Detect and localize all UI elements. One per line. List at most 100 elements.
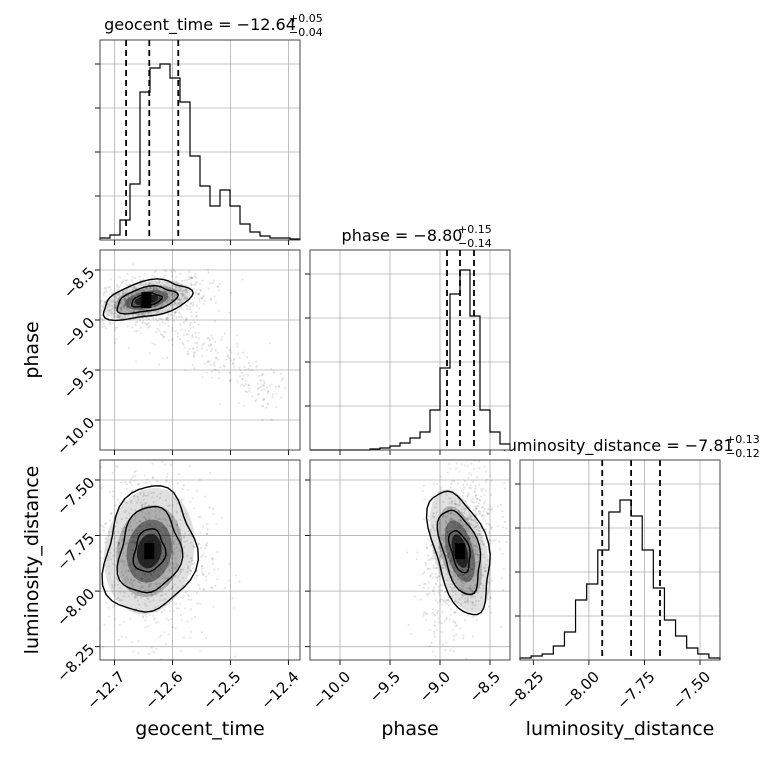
sample-point	[122, 552, 125, 555]
density-inner	[94, 250, 300, 450]
sample-point	[196, 304, 199, 307]
sample-point	[468, 521, 471, 525]
sample-point	[463, 577, 467, 580]
sample-point	[134, 474, 137, 477]
sample-point	[485, 522, 488, 525]
sample-point	[162, 599, 165, 602]
sample-point	[130, 490, 133, 493]
sample-point	[430, 641, 433, 644]
sample-point	[472, 480, 475, 483]
sample-point	[477, 483, 481, 486]
sample-point	[130, 536, 133, 539]
sample-point	[117, 316, 120, 319]
sample-point	[154, 286, 157, 290]
sample-point	[271, 393, 274, 396]
sample-point	[467, 513, 471, 516]
sample-point	[502, 588, 505, 592]
sample-point	[124, 581, 127, 584]
sample-point	[202, 573, 205, 576]
sample-point	[472, 568, 475, 571]
sample-point	[143, 503, 146, 506]
sample-point	[469, 487, 473, 490]
sample-point	[448, 618, 451, 621]
sample-point	[174, 286, 178, 290]
sample-point	[203, 588, 206, 592]
sample-point	[127, 303, 130, 306]
sample-point	[470, 590, 474, 594]
sample-point	[168, 291, 171, 294]
sample-point	[268, 384, 272, 387]
sample-point	[154, 523, 157, 526]
sample-point	[470, 499, 473, 503]
sample-point	[173, 295, 176, 298]
sample-point	[167, 534, 170, 537]
sample-point	[215, 550, 218, 554]
sample-point	[165, 617, 168, 620]
title-geocent-time-plus: +0.05	[289, 12, 323, 25]
sample-point	[97, 312, 99, 314]
sample-point	[201, 296, 204, 299]
sample-point	[433, 515, 436, 519]
sample-point	[444, 545, 447, 548]
sample-point	[424, 561, 427, 565]
sample-point	[118, 314, 121, 317]
sample-point	[167, 314, 170, 317]
sample-point	[475, 528, 478, 532]
sample-point	[179, 568, 182, 571]
sample-point	[194, 293, 197, 296]
sample-point	[450, 501, 453, 504]
sample-point	[186, 554, 189, 557]
xtick-label-phase: −10.0	[309, 668, 354, 713]
sample-point	[112, 490, 115, 493]
sample-point	[189, 500, 192, 503]
sample-point	[441, 514, 445, 518]
sample-point	[469, 578, 472, 581]
sample-point	[128, 564, 131, 567]
sample-point	[118, 501, 121, 504]
sample-point	[175, 564, 178, 567]
sample-point	[165, 480, 168, 483]
sample-point	[167, 581, 170, 584]
sample-point	[445, 522, 448, 525]
sample-point	[199, 282, 202, 285]
sample-point	[180, 619, 184, 622]
sample-point	[73, 526, 75, 528]
sample-point	[189, 541, 192, 544]
sample-point	[434, 573, 438, 576]
sample-point	[490, 539, 493, 542]
sample-point	[441, 567, 444, 570]
sample-point	[164, 269, 167, 272]
sample-point	[111, 292, 114, 295]
sample-point	[133, 286, 136, 289]
sample-point	[425, 563, 428, 566]
sample-point	[126, 488, 129, 491]
sample-point	[94, 292, 96, 294]
sample-point	[151, 496, 154, 499]
sample-point	[461, 505, 464, 508]
sample-point	[226, 355, 230, 358]
sample-point	[127, 347, 130, 350]
sample-point	[479, 512, 482, 515]
sample-point	[146, 287, 149, 290]
sample-point	[212, 507, 215, 510]
sample-point	[139, 292, 142, 295]
sample-point	[167, 568, 170, 572]
sample-point	[427, 554, 430, 557]
sample-point	[133, 542, 137, 545]
sample-point	[115, 297, 118, 300]
sample-point	[463, 486, 466, 489]
sample-point	[163, 463, 167, 466]
sample-point	[469, 484, 472, 487]
sample-point	[181, 316, 184, 319]
sample-point	[446, 579, 449, 582]
sample-point	[422, 571, 426, 574]
sample-point	[175, 280, 178, 283]
sample-point	[443, 538, 446, 541]
sample-point	[178, 288, 181, 292]
sample-point	[480, 489, 483, 493]
sample-point	[470, 667, 472, 669]
sample-point	[149, 579, 152, 583]
sample-point	[466, 464, 470, 467]
sample-point	[429, 558, 432, 562]
sample-point	[109, 309, 112, 312]
